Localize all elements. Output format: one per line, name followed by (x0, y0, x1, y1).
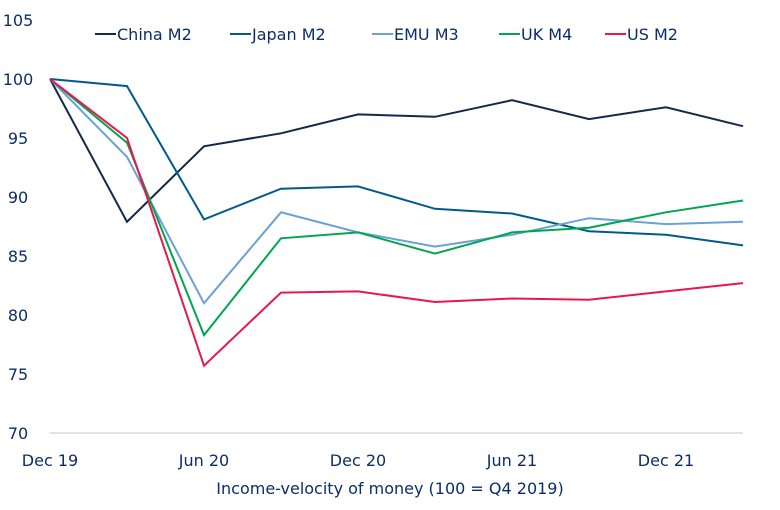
legend-label: EMU M3 (394, 25, 459, 44)
x-axis-title: Income-velocity of money (100 = Q4 2019) (216, 479, 563, 498)
series-line-us-m2 (49, 78, 744, 368)
legend-label: Japan M2 (251, 25, 326, 44)
legend-item: Japan M2 (230, 25, 326, 44)
x-tick-label: Dec 20 (330, 451, 386, 470)
y-tick-label: 90 (8, 188, 28, 207)
x-tick-label: Dec 19 (22, 451, 78, 470)
legend-item: China M2 (95, 25, 192, 44)
legend: China M2 Japan M2 EMU M3 UK M4 US M2 (95, 25, 678, 44)
y-tick-label: 80 (8, 306, 28, 325)
y-tick-label: 85 (8, 247, 28, 266)
x-axis: Dec 19 Jun 20 Dec 20 Jun 21 Dec 21 (22, 451, 694, 470)
legend-item: UK M4 (499, 25, 572, 44)
y-tick-label: 70 (8, 424, 28, 443)
legend-label: UK M4 (521, 25, 572, 44)
series-line-uk-m4 (49, 78, 744, 338)
x-tick-label: Jun 21 (486, 451, 537, 470)
series-lines (49, 78, 744, 368)
x-tick-label: Jun 20 (178, 451, 229, 470)
y-tick-label: 100 (3, 70, 34, 89)
legend-label: China M2 (117, 25, 192, 44)
legend-label: US M2 (627, 25, 678, 44)
legend-item: EMU M3 (372, 25, 459, 44)
series-line-emu-m3 (49, 78, 744, 305)
y-tick-label: 95 (8, 129, 28, 148)
series-line-china-m2 (49, 78, 744, 224)
series-line-japan-m2 (49, 78, 744, 247)
y-axis: 70 75 80 85 90 95 100 105 (3, 11, 34, 443)
y-tick-label: 75 (8, 365, 28, 384)
legend-item: US M2 (605, 25, 678, 44)
x-tick-label: Dec 21 (638, 451, 694, 470)
y-tick-label: 105 (3, 11, 34, 30)
